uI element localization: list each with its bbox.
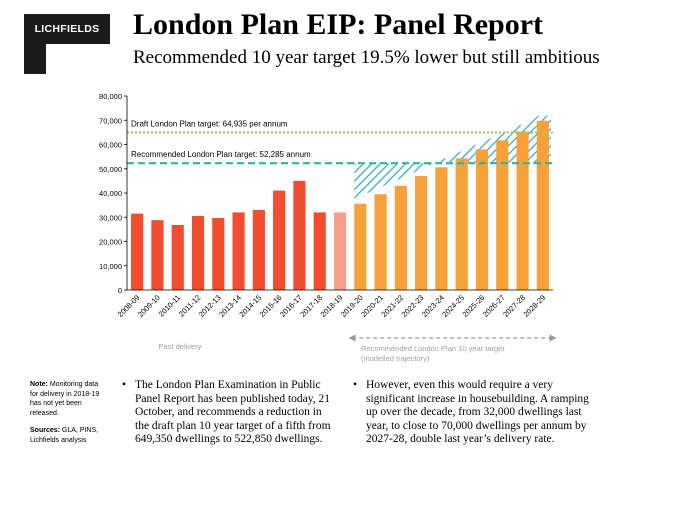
bar-2026-27	[496, 140, 509, 290]
bar-2017-18	[313, 212, 326, 290]
bullet-right-text: However, even this would require a very …	[366, 379, 589, 445]
y-tick-label: 70,000	[99, 116, 122, 125]
logo-bar	[24, 44, 46, 74]
y-tick-label: 60,000	[99, 141, 122, 150]
note-label: Note:	[30, 381, 48, 388]
reference-line-label-2: Recommended London Plan target: 52,285 a…	[131, 150, 311, 159]
y-tick-label: 0	[118, 286, 122, 295]
housing-delivery-chart: Draft London Plan target: 64,935 per ann…	[99, 92, 557, 363]
bar-2028-29	[536, 120, 549, 290]
logo-text: LICHFIELDS	[24, 14, 110, 44]
bar-2013-14	[232, 212, 245, 290]
note-text: Monitoring data for delivery in 2018-19 …	[30, 381, 100, 417]
chart-note: Note: Monitoring data for delivery in 20…	[30, 380, 106, 445]
x-tick-label: 2028-29	[521, 293, 547, 319]
bar-2020-21	[374, 194, 387, 290]
y-tick-label: 80,000	[99, 92, 122, 101]
bar-2027-28	[516, 131, 529, 290]
bar-2019-20	[354, 203, 367, 290]
bar-2021-22	[394, 185, 407, 290]
bar-2025-26	[475, 149, 489, 290]
bullet-right: • However, even this would require a ver…	[353, 379, 596, 447]
bar-2016-17	[293, 180, 306, 290]
lichfields-logo: LICHFIELDS	[24, 14, 110, 74]
bar-2014-15	[252, 209, 265, 290]
bullet-left-text: The London Plan Examination in Public Pa…	[135, 379, 331, 445]
bullet-left: • The London Plan Examination in Public …	[122, 379, 335, 447]
x-tick-label: 2009-10	[136, 293, 162, 319]
bullet-dot-icon: •	[122, 379, 127, 391]
page-title: London Plan EIP: Panel Report	[133, 8, 544, 41]
bar-2011-12	[191, 216, 205, 290]
sources-label: Sources:	[30, 427, 60, 434]
sources-text: GLA, PINS, Lichfields analysis	[30, 427, 99, 444]
bullet-dot-icon: •	[353, 379, 358, 391]
bar-2008-09	[131, 213, 144, 290]
past-delivery-label: Past delivery	[159, 342, 202, 351]
y-tick-label: 30,000	[99, 213, 122, 222]
bar-2009-10	[151, 220, 164, 290]
bar-2010-11	[171, 225, 184, 290]
bar-2012-13	[212, 217, 225, 290]
y-tick-label: 50,000	[99, 165, 122, 174]
y-tick-label: 20,000	[99, 238, 122, 247]
bar-2015-16	[273, 190, 286, 290]
bar-2022-23	[415, 176, 428, 290]
bar-2018-19	[333, 212, 347, 290]
bar-2023-24	[435, 167, 448, 290]
page-subtitle: Recommended 10 year target 19.5% lower b…	[133, 47, 600, 68]
projection-label-line1: Recommended London Plan 10 year target	[361, 344, 505, 353]
y-tick-label: 40,000	[99, 189, 122, 198]
y-tick-label: 10,000	[99, 262, 122, 271]
reference-line-label-1: Draft London Plan target: 64,935 per ann…	[131, 120, 288, 129]
bar-2024-25	[455, 158, 468, 290]
projection-label-line2: (modelled trajectory)	[361, 354, 430, 363]
recommended-target-hatch-area	[354, 113, 551, 204]
